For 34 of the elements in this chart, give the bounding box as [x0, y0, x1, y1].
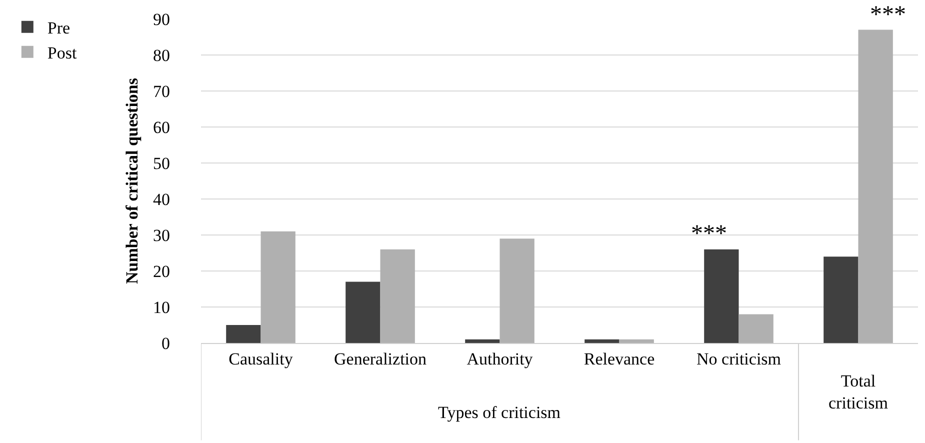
y-tick-label: 30	[153, 226, 170, 245]
annotation: ***	[870, 2, 906, 28]
bar	[619, 339, 654, 343]
y-tick-label: 80	[153, 46, 170, 65]
bar	[500, 238, 534, 343]
x-tick-label: No criticism	[696, 349, 782, 368]
annotation: ***	[691, 221, 727, 247]
y-tick-label: 60	[153, 118, 170, 137]
x-tick-label: Relevance	[584, 349, 655, 368]
legend-label: Post	[47, 44, 77, 63]
y-tick-label: 20	[153, 262, 170, 281]
bar	[226, 325, 261, 343]
y-tick-label: 40	[153, 190, 170, 209]
legend-label: Pre	[47, 18, 70, 38]
bar	[858, 30, 893, 343]
bar	[584, 339, 620, 343]
x-tick-label: Causality	[228, 349, 294, 368]
bar	[380, 249, 415, 343]
bar	[704, 249, 739, 343]
y-tick-label: 70	[153, 82, 170, 101]
y-tick-label: 10	[153, 298, 170, 317]
y-axis-title: Number of critical questions	[122, 78, 142, 284]
x-tick-label: Authority	[466, 349, 534, 368]
x-tick-label: Generaliztion	[334, 349, 428, 368]
y-tick-label: 0	[162, 334, 170, 353]
bar	[824, 256, 858, 343]
bar	[260, 231, 296, 343]
bar	[738, 314, 774, 343]
y-tick-label: 90	[153, 10, 170, 29]
y-tick-label: 50	[153, 154, 170, 173]
bar	[346, 282, 380, 343]
x-tick-label: Total criticism	[828, 372, 888, 413]
bar	[465, 339, 500, 343]
x-axis-title: Types of criticism	[438, 403, 561, 422]
